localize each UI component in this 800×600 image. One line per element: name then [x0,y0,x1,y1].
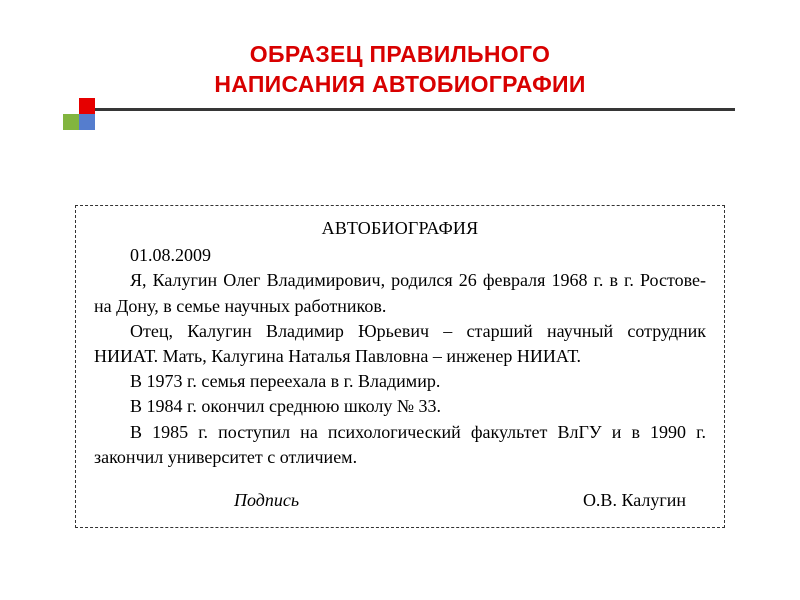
doc-date: 01.08.2009 [94,243,706,268]
square-green-icon [63,114,79,130]
doc-title: АВТОБИОГРАФИЯ [94,216,706,241]
signature-label: Подпись [234,488,299,513]
doc-paragraph-4: В 1984 г. окончил среднюю школу № 33. [94,394,706,419]
doc-paragraph-2: Отец, Калугин Владимир Юрьевич – старший… [94,319,706,369]
square-red-icon [79,98,95,114]
signature-row: Подпись О.В. Калугин [94,488,706,513]
slide-header: ОБРАЗЕЦ ПРАВИЛЬНОГО НАПИСАНИЯ АВТОБИОГРА… [0,40,800,111]
doc-paragraph-3: В 1973 г. семья переехала в г. Владимир. [94,369,706,394]
header-underline [95,108,735,111]
signature-name: О.В. Калугин [583,488,686,513]
document-sample: АВТОБИОГРАФИЯ 01.08.2009 Я, Калугин Олег… [75,205,725,528]
doc-paragraph-5: В 1985 г. поступил на психологический фа… [94,420,706,470]
heading-line2: НАПИСАНИЯ АВТОБИОГРАФИИ [0,70,800,100]
doc-paragraph-1: Я, Калугин Олег Владимирович, родился 26… [94,268,706,318]
square-blue-icon [79,114,95,130]
heading-line1: ОБРАЗЕЦ ПРАВИЛЬНОГО [0,40,800,70]
